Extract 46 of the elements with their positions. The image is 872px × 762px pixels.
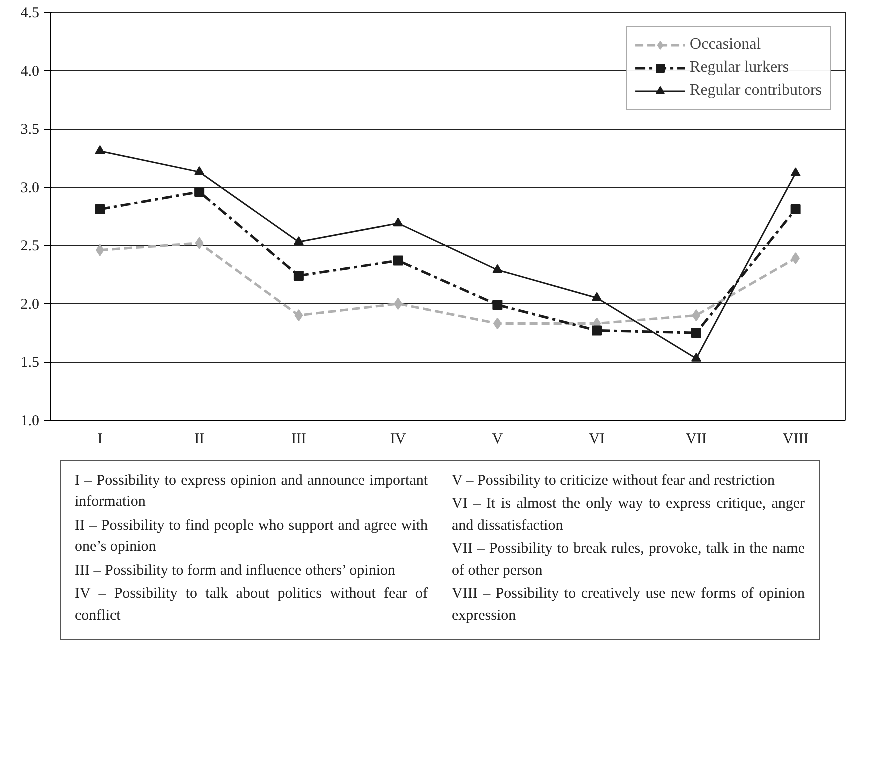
point xyxy=(492,300,503,310)
y-tick-label: 2.0 xyxy=(20,296,40,313)
y-tick-label: 4.0 xyxy=(20,64,40,80)
point xyxy=(95,204,106,215)
point xyxy=(691,353,702,362)
text: VIII – Possibility to creatively use new forms of opinion expression xyxy=(452,585,805,626)
point xyxy=(294,236,304,246)
point xyxy=(95,146,106,154)
point xyxy=(592,326,602,336)
text: II – Possibility to find people who support and agree with one’s opinion xyxy=(75,516,428,558)
legend-label: Regular contributors xyxy=(690,82,822,100)
y-tick-label: 3.5 xyxy=(20,122,40,138)
y-tick-label: 4.5 xyxy=(20,6,40,22)
y-tick-label: 1.0 xyxy=(20,414,40,430)
text: III – Possibility to form and influence others’ opinion xyxy=(75,562,397,581)
x-tick-label: V xyxy=(492,432,504,448)
point xyxy=(592,292,602,302)
text: VI – It is almost the only way to express critique, anger and dissatisfaction xyxy=(452,495,805,536)
x-tick-label: IV xyxy=(390,432,406,448)
point xyxy=(692,310,701,322)
text: V – Possibility to criticize without fear and restriction xyxy=(452,472,776,491)
point xyxy=(294,310,304,322)
text: I – Possibility to express opinion and announce important information xyxy=(75,472,428,512)
point xyxy=(194,166,205,176)
legend-label: Occasional xyxy=(690,36,762,54)
x-tick-label: II xyxy=(194,432,205,448)
point xyxy=(195,237,204,250)
point xyxy=(393,218,404,227)
y-tick-label: 1.5 xyxy=(20,355,40,372)
point xyxy=(194,187,205,198)
point xyxy=(790,168,801,176)
y-tick-label: 2.5 xyxy=(20,238,40,255)
x-tick-label: VIII xyxy=(782,432,809,448)
point xyxy=(790,204,801,215)
point xyxy=(492,264,503,274)
x-tick-label: III xyxy=(291,432,306,448)
x-tick-label: VII xyxy=(686,432,707,448)
y-tick-label: 3.0 xyxy=(20,180,40,196)
text: IV – Possibility to talk about politics without fear of conflict xyxy=(75,585,428,626)
point xyxy=(691,328,702,338)
legend-label: Regular lurkers xyxy=(690,59,790,77)
x-tick-label: VI xyxy=(589,432,605,448)
text: VII – Possibility to break rules, provoke, talk in the name of other person xyxy=(452,540,805,581)
point xyxy=(294,270,304,281)
x-tick-label: I xyxy=(98,432,103,448)
point xyxy=(393,256,404,266)
